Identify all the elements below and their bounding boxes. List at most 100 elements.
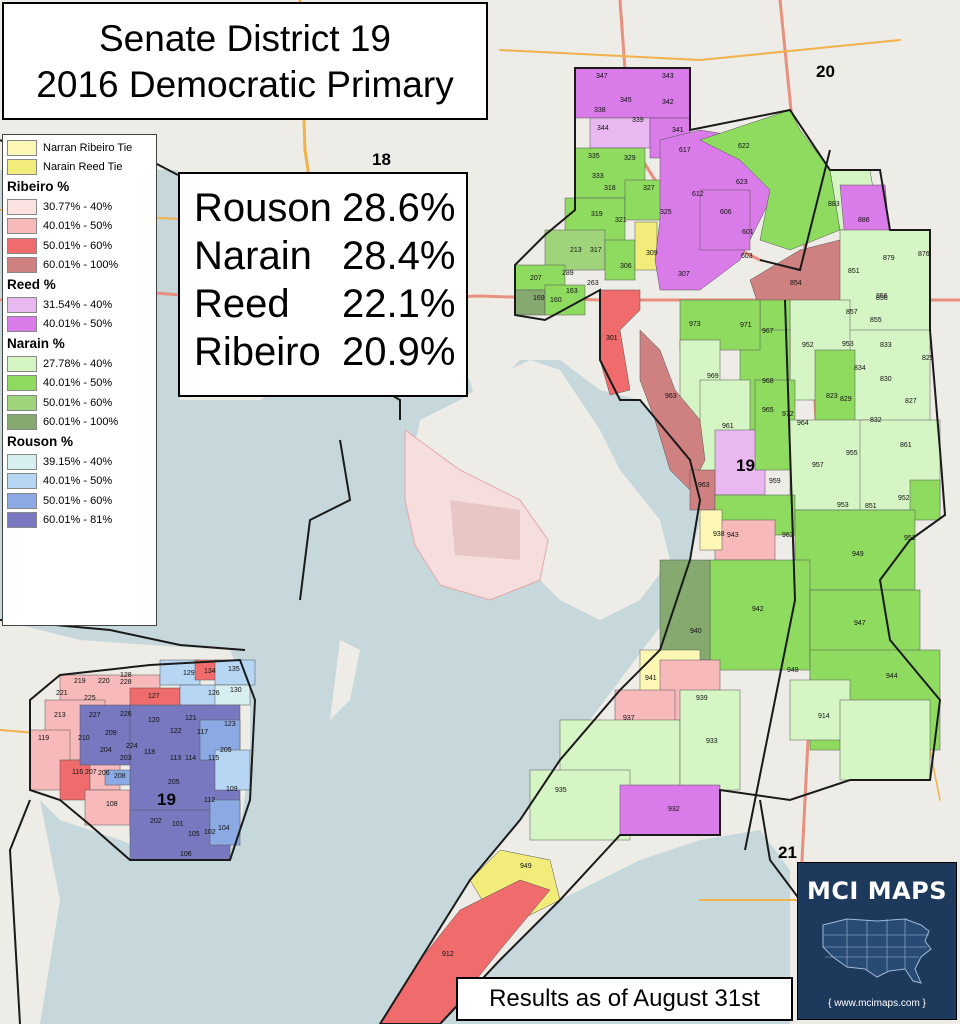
legend-label: 40.01% - 50% <box>43 318 113 331</box>
district-label-20: 20 <box>816 62 835 81</box>
precinct-label: 914 <box>818 713 830 720</box>
precinct-label: 321 <box>615 217 627 224</box>
precinct-label: 335 <box>588 153 600 160</box>
precinct-label: 953 <box>837 502 849 509</box>
precinct-label: 119 <box>38 735 49 742</box>
precinct-label: 851 <box>865 503 877 510</box>
precinct-label: 329 <box>624 155 636 162</box>
precinct-label: 955 <box>846 450 858 457</box>
candidate-pct: 22.1% <box>342 282 456 326</box>
precinct-label: 942 <box>752 606 764 613</box>
precinct-label: 221 <box>56 690 68 697</box>
precinct-label: 169 <box>533 295 545 302</box>
precinct-label: 856 <box>876 295 888 302</box>
precinct-label: 209 <box>105 730 117 737</box>
precinct-label: 343 <box>662 73 674 80</box>
precinct-label: 854 <box>790 280 802 287</box>
precinct-label: 344 <box>597 125 609 132</box>
precinct-label: 318 <box>604 185 616 192</box>
results-box: Rouson 28.6% Narain 28.4% Reed 22.1% Rib… <box>178 172 468 397</box>
precinct-label: 341 <box>672 127 684 134</box>
legend-item: 50.01% - 60% <box>7 236 152 256</box>
precinct-label: 851 <box>848 268 860 275</box>
precinct-label: 207 <box>85 769 97 776</box>
result-row: Narain 28.4% <box>194 232 466 280</box>
legend-swatch <box>7 375 37 392</box>
precinct-label: 325 <box>660 209 672 216</box>
precinct-label: 342 <box>662 99 674 106</box>
legend-swatch <box>7 159 37 176</box>
legend-swatch <box>7 355 37 372</box>
precinct-label: 345 <box>620 97 632 104</box>
precinct-label: 963 <box>665 393 677 400</box>
east-district-precincts <box>379 67 941 1024</box>
precinct-label: 971 <box>740 322 752 329</box>
precinct-label: 947 <box>854 620 866 627</box>
legend-item: 31.54% - 40% <box>7 295 152 315</box>
precinct-label: 601 <box>742 229 754 236</box>
precinct-label: 114 <box>185 755 196 762</box>
precinct-label: 963 <box>698 482 710 489</box>
precinct-label: 263 <box>587 280 599 287</box>
legend-label: 50.01% - 60% <box>43 494 113 507</box>
map-subtitle: 2016 Democratic Primary <box>36 64 454 105</box>
legend-item: Narain Reed Tie <box>7 158 152 178</box>
precinct-label: 226 <box>120 711 132 718</box>
legend-swatch <box>7 492 37 509</box>
us-map-icon <box>822 918 932 984</box>
precinct-label: 944 <box>886 673 898 680</box>
precinct-label: 117 <box>197 729 208 736</box>
legend-swatch <box>7 453 37 470</box>
legend-label: 39.15% - 40% <box>43 455 113 468</box>
precinct-label: 120 <box>148 717 160 724</box>
precinct-label: 912 <box>442 951 454 958</box>
precinct-label: 622 <box>738 143 750 150</box>
precinct-label: 965 <box>762 407 774 414</box>
candidate-name: Reed <box>194 282 290 326</box>
precinct-label: 938 <box>713 531 725 538</box>
precinct-label: 961 <box>722 423 734 430</box>
precinct-label: 949 <box>520 863 532 870</box>
legend-item: 50.01% - 60% <box>7 393 152 413</box>
precinct-label: 953 <box>842 341 854 348</box>
legend: Narran Ribeiro Tie Narain Reed Tie Ribeiro… <box>2 134 157 626</box>
precinct-label: 123 <box>224 721 236 728</box>
legend-label: 60.01% - 81% <box>43 514 113 527</box>
precinct-label: 968 <box>762 378 774 385</box>
precinct-label: 857 <box>846 309 858 316</box>
precinct-label: 879 <box>883 255 895 262</box>
candidate-name: Ribeiro <box>194 330 321 374</box>
precinct-label: 940 <box>690 628 702 635</box>
precinct-label: 317 <box>590 247 602 254</box>
legend-item: 27.78% - 40% <box>7 354 152 374</box>
precinct-label: 118 <box>144 749 155 756</box>
legend-swatch <box>7 414 37 431</box>
precinct-label: 112 <box>204 797 215 804</box>
precinct-label: 338 <box>594 107 606 114</box>
precinct-label: 301 <box>606 335 618 342</box>
precinct-label: 309 <box>646 250 658 257</box>
precinct-label: 228 <box>120 679 132 686</box>
precinct-label: 603 <box>741 253 753 260</box>
precinct-label: 122 <box>170 728 182 735</box>
precinct-label: 935 <box>555 787 567 794</box>
precinct-label: 856 <box>876 293 888 300</box>
precinct-label: 959 <box>769 478 781 485</box>
legend-label: 30.77% - 40% <box>43 200 113 213</box>
district-label-18: 18 <box>372 150 391 169</box>
precinct-label: 830 <box>880 376 892 383</box>
precinct-label: 224 <box>126 743 138 750</box>
precinct-label: 205 <box>168 779 180 786</box>
precinct-label: 213 <box>570 247 582 254</box>
legend-swatch <box>7 257 37 274</box>
brand-url: { www.mcimaps.com } <box>828 998 926 1009</box>
legend-swatch <box>7 237 37 254</box>
precinct-label: 827 <box>905 398 917 405</box>
precinct-label: 203 <box>120 755 132 762</box>
legend-label: 27.78% - 40% <box>43 357 113 370</box>
precinct-label: 160 <box>550 297 562 304</box>
candidate-pct: 28.4% <box>342 234 456 278</box>
precinct-label: 207 <box>530 275 542 282</box>
legend-label: 40.01% - 50% <box>43 475 113 488</box>
